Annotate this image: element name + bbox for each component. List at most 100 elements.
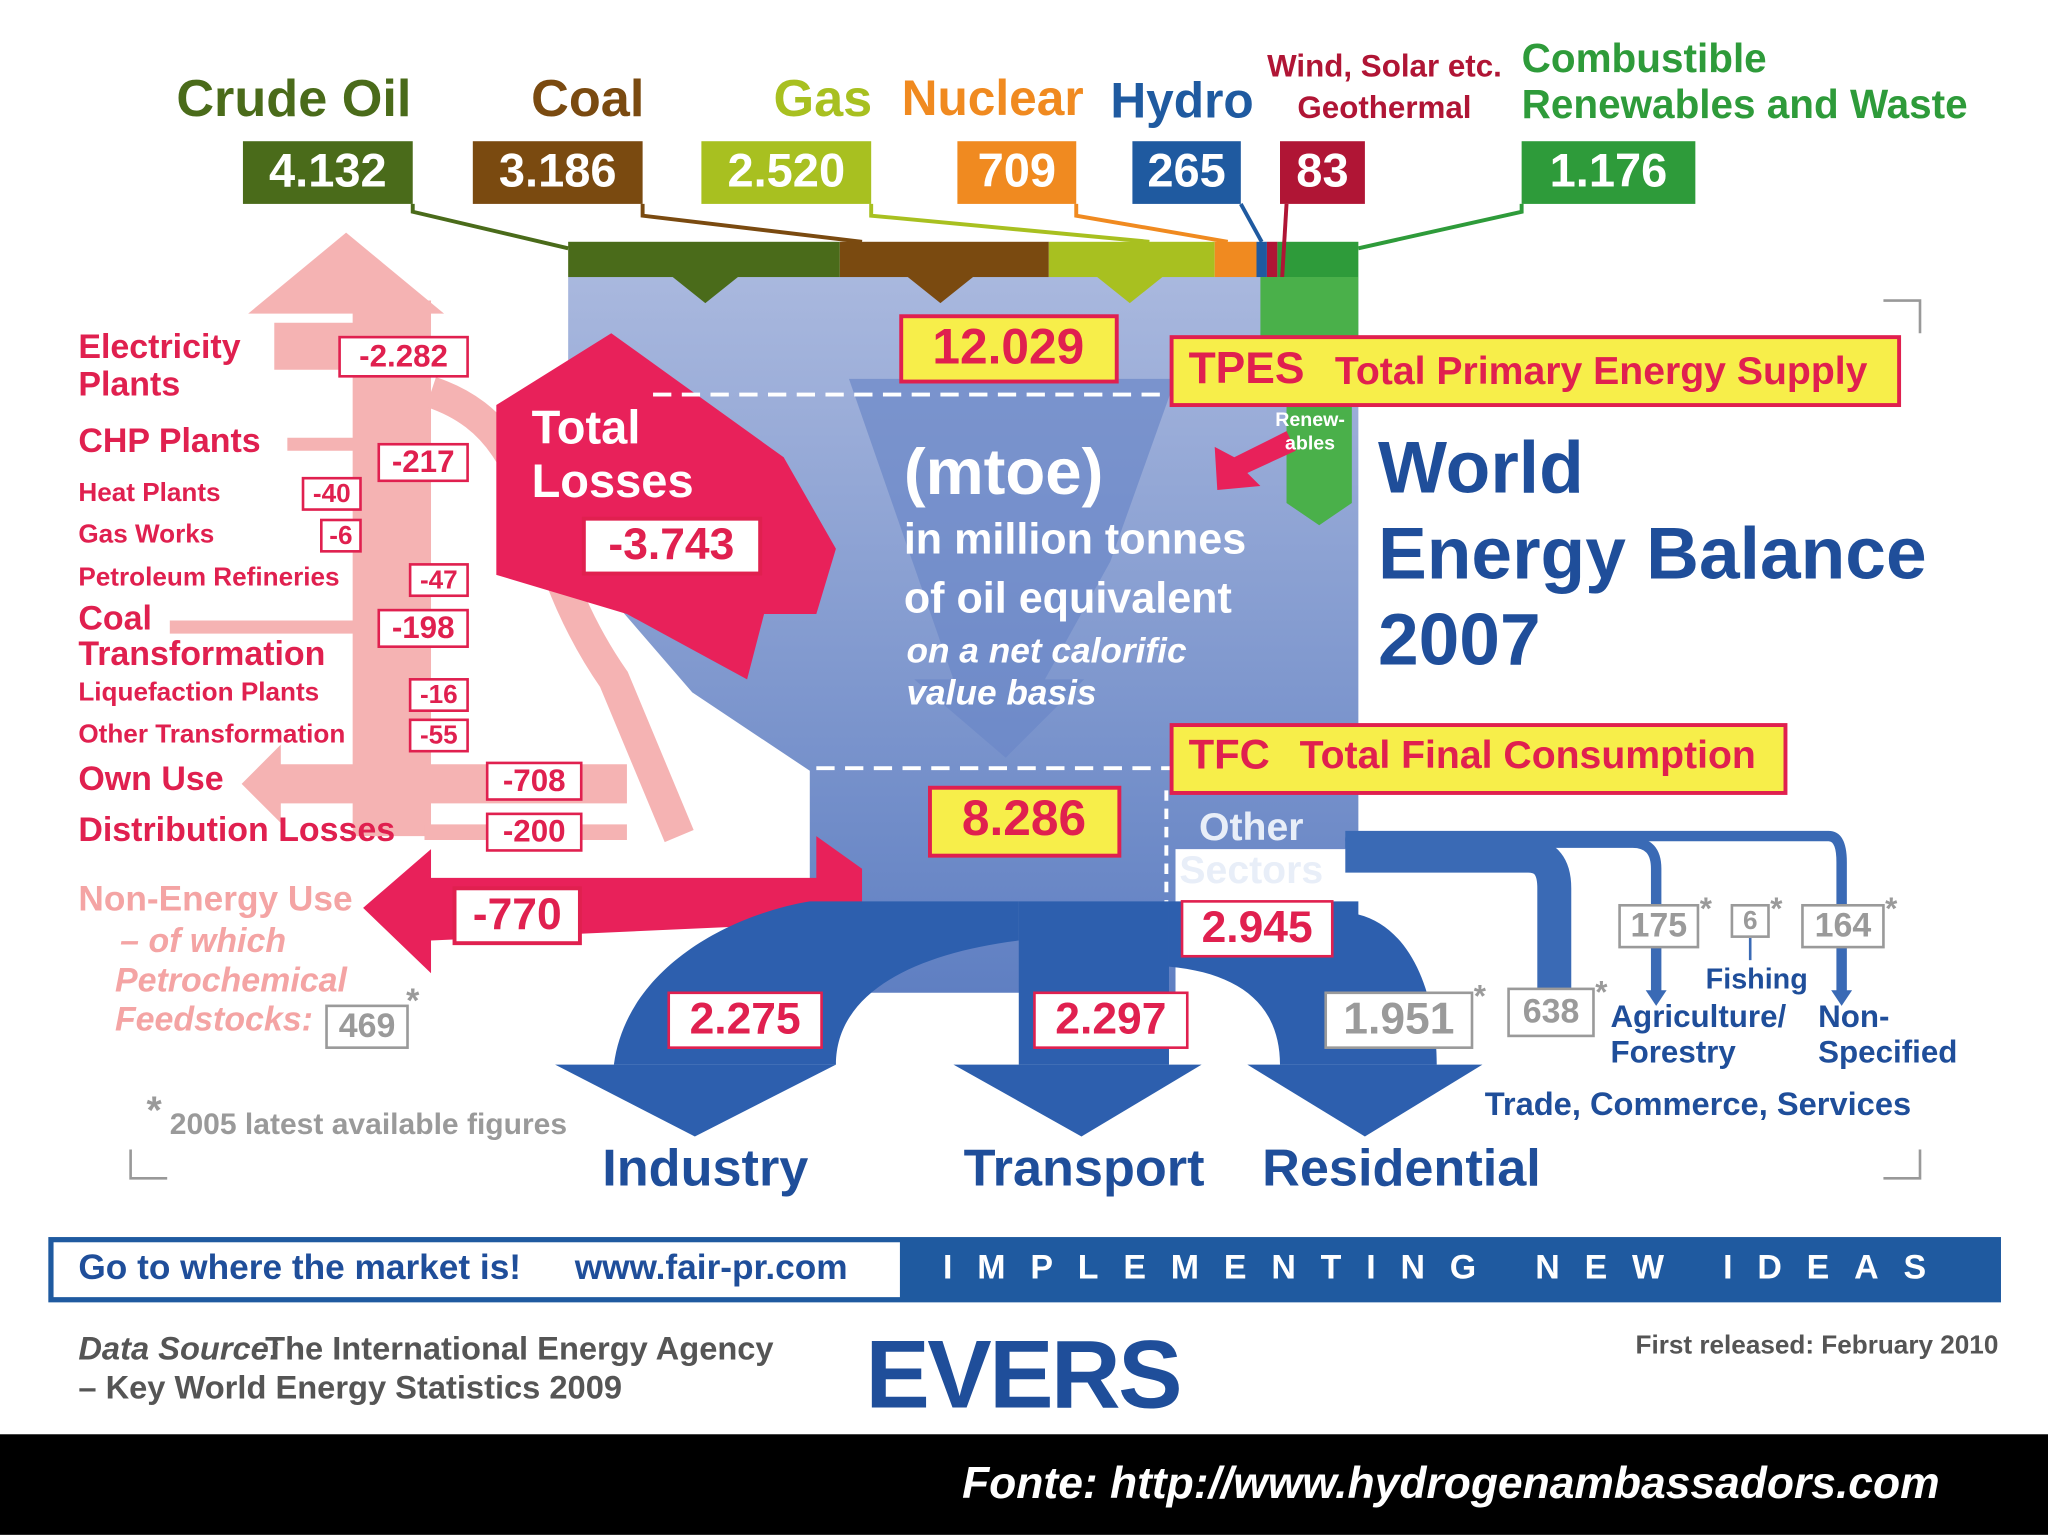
residential-arrowhead — [1247, 1064, 1483, 1137]
loss-arrowhead — [248, 232, 445, 314]
other-sectors-label: Other — [1199, 806, 1303, 849]
source-value-box — [1132, 141, 1241, 204]
tfc-value-box — [927, 785, 1122, 858]
footnote-mark: * — [146, 1089, 162, 1132]
loss-label: Plants — [78, 366, 180, 404]
source-value: 3.186 — [499, 143, 617, 196]
unit-italic: value basis — [906, 673, 1096, 712]
non-energy-sub: Feedstocks: — [115, 1001, 313, 1039]
loss-value: -200 — [503, 814, 566, 849]
loss-value-box — [408, 718, 469, 753]
footnote-mark: * — [1700, 891, 1713, 926]
source-label: Crude Oil — [176, 70, 411, 128]
fishing-box — [1730, 903, 1770, 938]
total-losses-label: Losses — [532, 454, 694, 507]
non-energy-label: Non-Energy Use — [78, 880, 352, 919]
non-specified-box — [1801, 903, 1885, 949]
trade-value: 638 — [1523, 993, 1580, 1031]
source-line: – Key World Energy Statistics 2009 — [78, 1368, 622, 1405]
loss-label: Own Use — [78, 760, 223, 798]
footnote-mark: * — [406, 982, 420, 1020]
agriculture-value: 175 — [1630, 906, 1687, 944]
corner — [1883, 1149, 1922, 1180]
loss-value-box — [485, 761, 583, 801]
tpes-value-box — [899, 314, 1119, 384]
total-losses-box — [581, 516, 763, 576]
unit-line: of oil equivalent — [904, 574, 1232, 622]
logo: EVERS — [865, 1322, 1180, 1429]
agriculture-box — [1618, 903, 1700, 949]
source-label: Nuclear — [902, 70, 1084, 126]
footnote-mark: * — [1474, 978, 1487, 1013]
industry-value: 2.275 — [690, 994, 801, 1043]
loss-label: Other Transformation — [78, 718, 345, 748]
fishing-label: Fishing — [1706, 964, 1808, 996]
trade-flow — [1345, 838, 1572, 993]
source-arrowhead — [1097, 277, 1163, 304]
source-arrowhead — [672, 277, 738, 304]
mtoe-arrow — [848, 378, 1176, 758]
source-value: 83 — [1296, 143, 1348, 196]
source-value-box — [701, 141, 872, 204]
source-value-box — [472, 141, 643, 204]
unit-line: in million tonnes — [904, 516, 1246, 564]
banner-url: www.fair-pr.com — [574, 1248, 848, 1287]
industry-box — [667, 991, 823, 1049]
residential-value: 1.951 — [1343, 994, 1454, 1043]
source-label: Wind, Solar etc. — [1267, 48, 1502, 83]
source-segment — [1277, 241, 1359, 278]
loss-value: -16 — [420, 679, 458, 709]
source-value: 4.132 — [269, 143, 387, 196]
transport-arrowhead — [953, 1064, 1202, 1137]
banner-slogan: Go to where the market is! — [78, 1248, 521, 1287]
source-value-box — [1521, 141, 1696, 204]
released: First released: February 2010 — [1636, 1330, 1999, 1360]
source-segment — [1214, 241, 1257, 278]
residential-label: Residential — [1262, 1140, 1541, 1198]
fishing-value: 6 — [1743, 905, 1758, 935]
other-sectors-box — [1180, 900, 1334, 958]
source-label: Geothermal — [1297, 90, 1471, 125]
corner — [129, 1149, 168, 1180]
title: 2007 — [1378, 600, 1541, 681]
loss-value: -198 — [392, 610, 455, 645]
corner-marks — [129, 299, 1922, 1180]
tfc-label: Total Final Consumption — [1300, 734, 1756, 777]
loss-value-box — [338, 335, 469, 378]
source-segment — [1048, 241, 1215, 278]
footnote-mark: * — [1770, 891, 1783, 926]
loss-value-box — [408, 678, 469, 712]
industry-arrowhead — [555, 1064, 836, 1137]
transport-box — [1033, 991, 1189, 1049]
source-prefix: Data Source: — [78, 1329, 279, 1366]
agriculture-arrowhead — [1645, 990, 1667, 1006]
loss-label: Heat Plants — [78, 477, 220, 507]
loss-label: Distribution Losses — [78, 811, 395, 849]
other-flows — [1345, 830, 1847, 993]
connector — [410, 203, 569, 251]
renewables-red-arrow — [1214, 431, 1296, 490]
loss-value: -6 — [329, 520, 352, 550]
credit-bar — [0, 1434, 2048, 1535]
loss-label: Transformation — [78, 635, 325, 673]
loss-value-box — [408, 563, 469, 598]
loss-label: Gas Works — [78, 519, 214, 549]
loss-value-box — [319, 518, 362, 553]
banner-left — [53, 1242, 900, 1298]
source-value: 1.176 — [1550, 143, 1668, 196]
non-energy-arrow — [363, 836, 863, 974]
loss-value: -217 — [392, 444, 455, 479]
connector — [1357, 203, 1524, 251]
source-value: 265 — [1147, 143, 1225, 196]
loss-value: -40 — [313, 478, 351, 508]
title: Energy Balance — [1378, 514, 1927, 595]
loss-arrowhead — [241, 744, 281, 824]
petrochemical-box — [325, 1004, 409, 1049]
other-sectors-value: 2.945 — [1202, 903, 1313, 952]
other-sectors-label: Sectors — [1179, 849, 1323, 892]
renewables-label: Renew- — [1275, 409, 1345, 431]
non-specified-label: Non- — [1818, 999, 1889, 1034]
credit: Fonte: http://www.hydrogenambassadors.co… — [962, 1459, 1940, 1508]
